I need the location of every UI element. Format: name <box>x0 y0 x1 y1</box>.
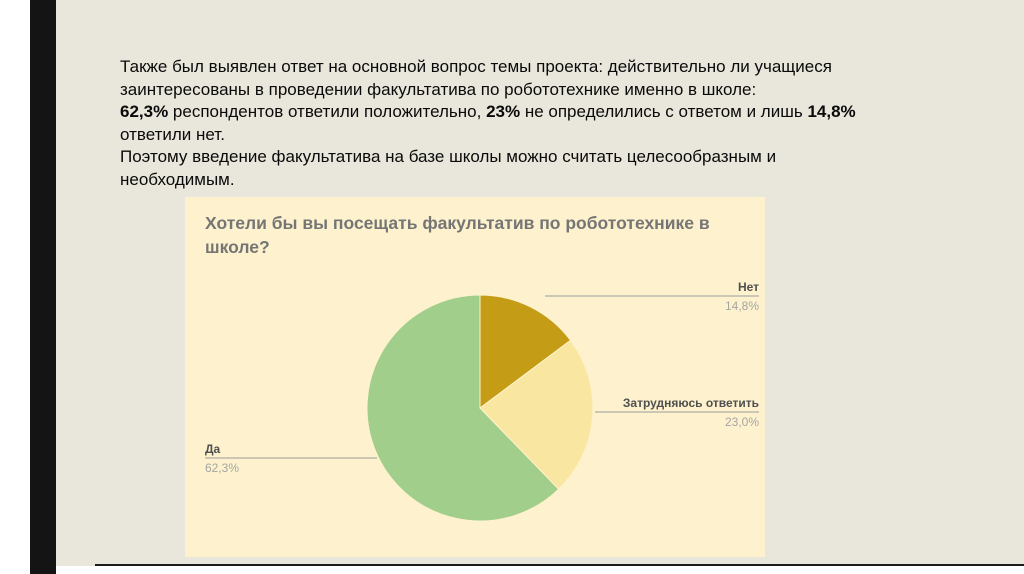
slide-text-block: Также был выявлен ответ на основной вопр… <box>120 56 910 191</box>
pie-slice-1 <box>479 339 594 490</box>
yes-slice-percent: 62,3% <box>205 461 239 475</box>
text-line-4: ответили нет. <box>120 124 225 144</box>
stat-undecided-percent: 23% <box>486 102 521 121</box>
pie-chart: Нет 14,8% Затрудняюсь ответить 23,0% Да … <box>205 280 759 522</box>
slide-accent-bar <box>30 0 56 574</box>
callout-undecided: Затрудняюсь ответить 23,0% <box>595 396 759 429</box>
text-line-3b: не определились с ответом и лишь <box>520 102 808 121</box>
text-line-6: необходимым. <box>120 169 235 189</box>
yes-slice-label: Да <box>205 442 221 456</box>
pie-slice-2 <box>366 294 560 522</box>
stat-no-percent: 14,8% <box>807 102 856 121</box>
chart-title: Хотели бы вы посещать факультатив по роб… <box>205 213 710 258</box>
stat-yes-percent: 62,3% <box>120 102 169 121</box>
callout-yes: Да 62,3% <box>205 442 377 475</box>
slide-bottom-border <box>95 564 1024 566</box>
pie-slice-0 <box>479 294 572 409</box>
no-slice-label: Нет <box>738 280 759 294</box>
text-line-3a: респондентов ответили положительно, <box>168 102 487 121</box>
undecided-slice-percent: 23,0% <box>725 415 759 429</box>
text-line-2: заинтересованы в проведении факультатива… <box>120 79 757 99</box>
text-line-1: Также был выявлен ответ на основной вопр… <box>120 57 832 76</box>
text-line-5: Поэтому введение факультатива на базе шк… <box>120 147 777 166</box>
callout-no: Нет 14,8% <box>545 280 759 313</box>
undecided-slice-label: Затрудняюсь ответить <box>623 396 759 410</box>
pie-slices <box>366 294 594 522</box>
chart-card: Хотели бы вы посещать факультатив по роб… <box>185 197 765 557</box>
no-slice-percent: 14,8% <box>725 299 759 313</box>
